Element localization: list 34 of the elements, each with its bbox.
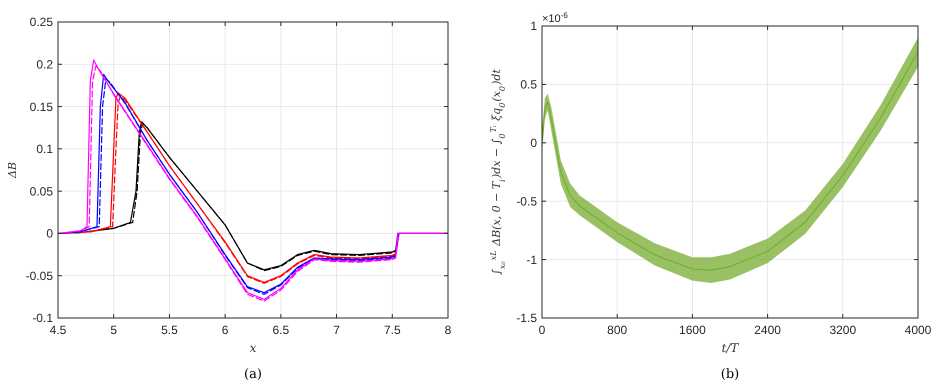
y-tick-label: 0 — [46, 226, 54, 241]
x-tick-label: 7.5 — [384, 323, 401, 337]
y-tick-label: 0.05 — [30, 184, 54, 198]
x-tick-label: 800 — [607, 323, 628, 337]
y-tick-label: 0.2 — [36, 57, 54, 72]
x-axis-title: t/T — [722, 341, 740, 355]
y-tick-label: 0.15 — [30, 100, 54, 114]
y-tick-label: -1 — [526, 252, 538, 267]
x-tick-label: 6.5 — [272, 323, 290, 337]
text: (b) — [720, 367, 740, 382]
x-tick-label: 8 — [444, 323, 452, 337]
y-tick-label: 0.25 — [30, 15, 54, 30]
x-tick-label: 5.5 — [161, 323, 178, 337]
y-tick-label: 0 — [530, 136, 538, 150]
y-tick-label: 0.5 — [520, 78, 538, 92]
x-tick-label: 3200 — [829, 323, 856, 337]
y-tick-label: 0.1 — [36, 142, 54, 156]
y-tick-label: -0.5 — [516, 194, 538, 208]
x-tick-label: 4000 — [904, 323, 932, 337]
y-tick-label: 1 — [530, 19, 538, 34]
x-tick-label: 1600 — [679, 323, 706, 337]
x-tick-label: 0 — [538, 323, 546, 337]
x-tick-label: 7 — [333, 323, 340, 337]
x-tick-label: 2400 — [754, 323, 782, 337]
x-tick-label: 5 — [110, 323, 118, 337]
x-axis-title: x — [250, 341, 257, 355]
text: (a) — [244, 367, 262, 382]
y-axis-title: ΔB — [6, 162, 19, 180]
text: ×10$^{-6}$ — [542, 10, 568, 25]
y-tick-label: -0.05 — [26, 268, 54, 283]
y-tick-label: -1.5 — [516, 311, 538, 326]
x-tick-label: 4.5 — [50, 323, 67, 337]
x-tick-label: 6 — [222, 323, 229, 337]
y-tick-label: -0.1 — [32, 311, 54, 326]
